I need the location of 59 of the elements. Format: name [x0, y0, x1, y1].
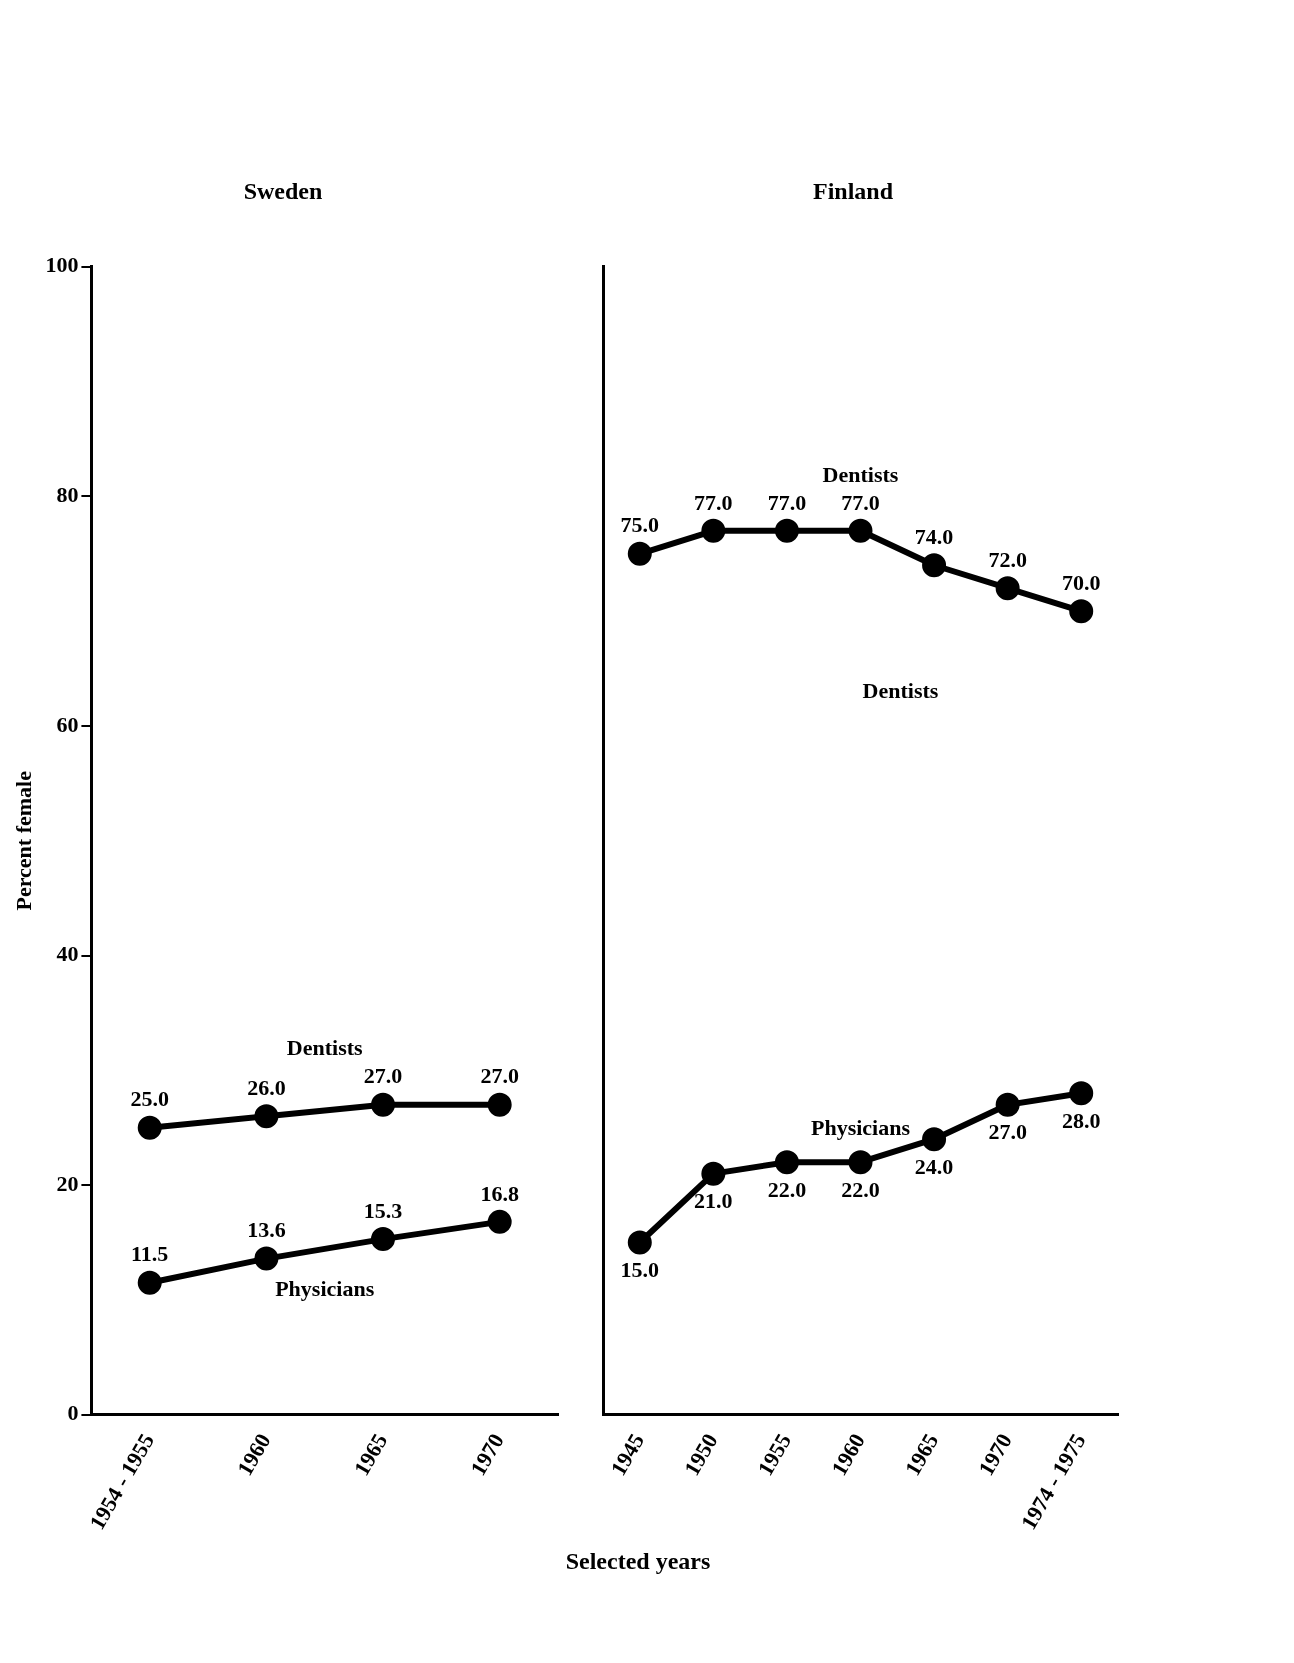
data-label: 11.5 [131, 1241, 169, 1267]
y-tick-label: 80 [56, 482, 79, 508]
point [995, 576, 1020, 601]
data-label: 15.3 [363, 1197, 403, 1223]
data-label: 75.0 [620, 512, 660, 538]
point [627, 1230, 652, 1255]
point [848, 1150, 873, 1175]
chart-title: Finland [812, 177, 894, 204]
data-label: 13.6 [247, 1217, 286, 1243]
text: Dentists [822, 461, 899, 487]
point [1069, 599, 1094, 624]
data-label: 27.0 [480, 1063, 519, 1089]
y-tick-label: 0 [67, 1400, 79, 1426]
point [848, 518, 873, 543]
series-label: Dentists [286, 1035, 364, 1061]
point [627, 541, 652, 566]
y-tick-label: 40 [56, 941, 79, 967]
data-label: 26.0 [247, 1074, 286, 1100]
point [137, 1270, 162, 1295]
point [774, 1150, 799, 1175]
data-label: 21.0 [694, 1188, 733, 1214]
data-label: 24.0 [914, 1153, 954, 1179]
series-label: Physicians [275, 1275, 375, 1301]
data-label: 77.0 [841, 489, 880, 515]
data-label: 72.0 [988, 546, 1027, 572]
point [487, 1209, 512, 1234]
y-tick-label: 100 [45, 252, 79, 278]
point [774, 518, 799, 543]
point [922, 1127, 947, 1152]
y-axis-title: Percent female [10, 770, 36, 911]
point [922, 553, 947, 578]
y-tick-label: 20 [56, 1170, 79, 1196]
data-label: 15.0 [620, 1257, 660, 1283]
data-label: 70.0 [1061, 569, 1101, 595]
data-label: 16.8 [480, 1180, 519, 1206]
point [254, 1246, 279, 1271]
data-label: 74.0 [914, 523, 954, 549]
data-label: 22.0 [841, 1176, 880, 1202]
point [701, 1161, 726, 1186]
point [1069, 1081, 1094, 1106]
data-label: 77.0 [694, 489, 733, 515]
data-label: 77.0 [767, 489, 807, 515]
chart-title: Sweden [243, 177, 323, 204]
point [137, 1115, 162, 1140]
series-label: Physicians [810, 1114, 911, 1140]
point [487, 1092, 512, 1117]
point [371, 1227, 396, 1252]
data-label: 27.0 [988, 1119, 1027, 1145]
data-label: 27.0 [363, 1063, 403, 1089]
y-tick-label: 60 [56, 711, 79, 737]
data-label: 28.0 [1061, 1107, 1101, 1133]
point [995, 1092, 1020, 1117]
annotation: Dentists [862, 677, 939, 703]
point [371, 1092, 396, 1117]
point [254, 1104, 279, 1129]
data-label: 22.0 [767, 1176, 807, 1202]
point [701, 518, 726, 543]
data-label: 25.0 [130, 1086, 169, 1112]
x-axis-title: Selected years [564, 1548, 712, 1575]
